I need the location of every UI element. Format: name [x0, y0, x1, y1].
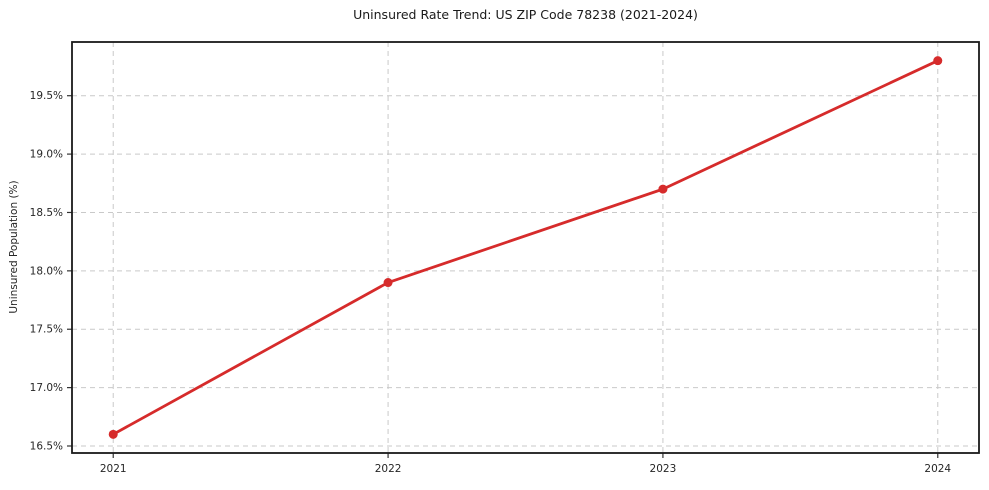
y-tick-label: 19.0% [30, 149, 63, 161]
y-tick-label: 17.5% [30, 324, 63, 336]
data-point [383, 278, 393, 288]
y-tick-label: 18.5% [30, 207, 63, 219]
y-tick-label: 18.0% [30, 265, 63, 277]
y-tick-label: 17.0% [30, 382, 63, 394]
x-tick-label: 2022 [375, 463, 402, 475]
x-tick-label: 2024 [924, 463, 951, 475]
data-point [933, 56, 943, 66]
data-point [658, 184, 668, 194]
y-tick-label: 19.5% [30, 90, 63, 102]
chart-title: Uninsured Rate Trend: US ZIP Code 78238 … [353, 7, 698, 22]
trend-line [111, 59, 940, 436]
y-tick-label: 16.5% [30, 440, 63, 452]
plot-border [71, 41, 980, 454]
x-tick-label: 2023 [650, 463, 677, 475]
x-tick-label: 2021 [100, 463, 127, 475]
data-point [108, 429, 118, 439]
